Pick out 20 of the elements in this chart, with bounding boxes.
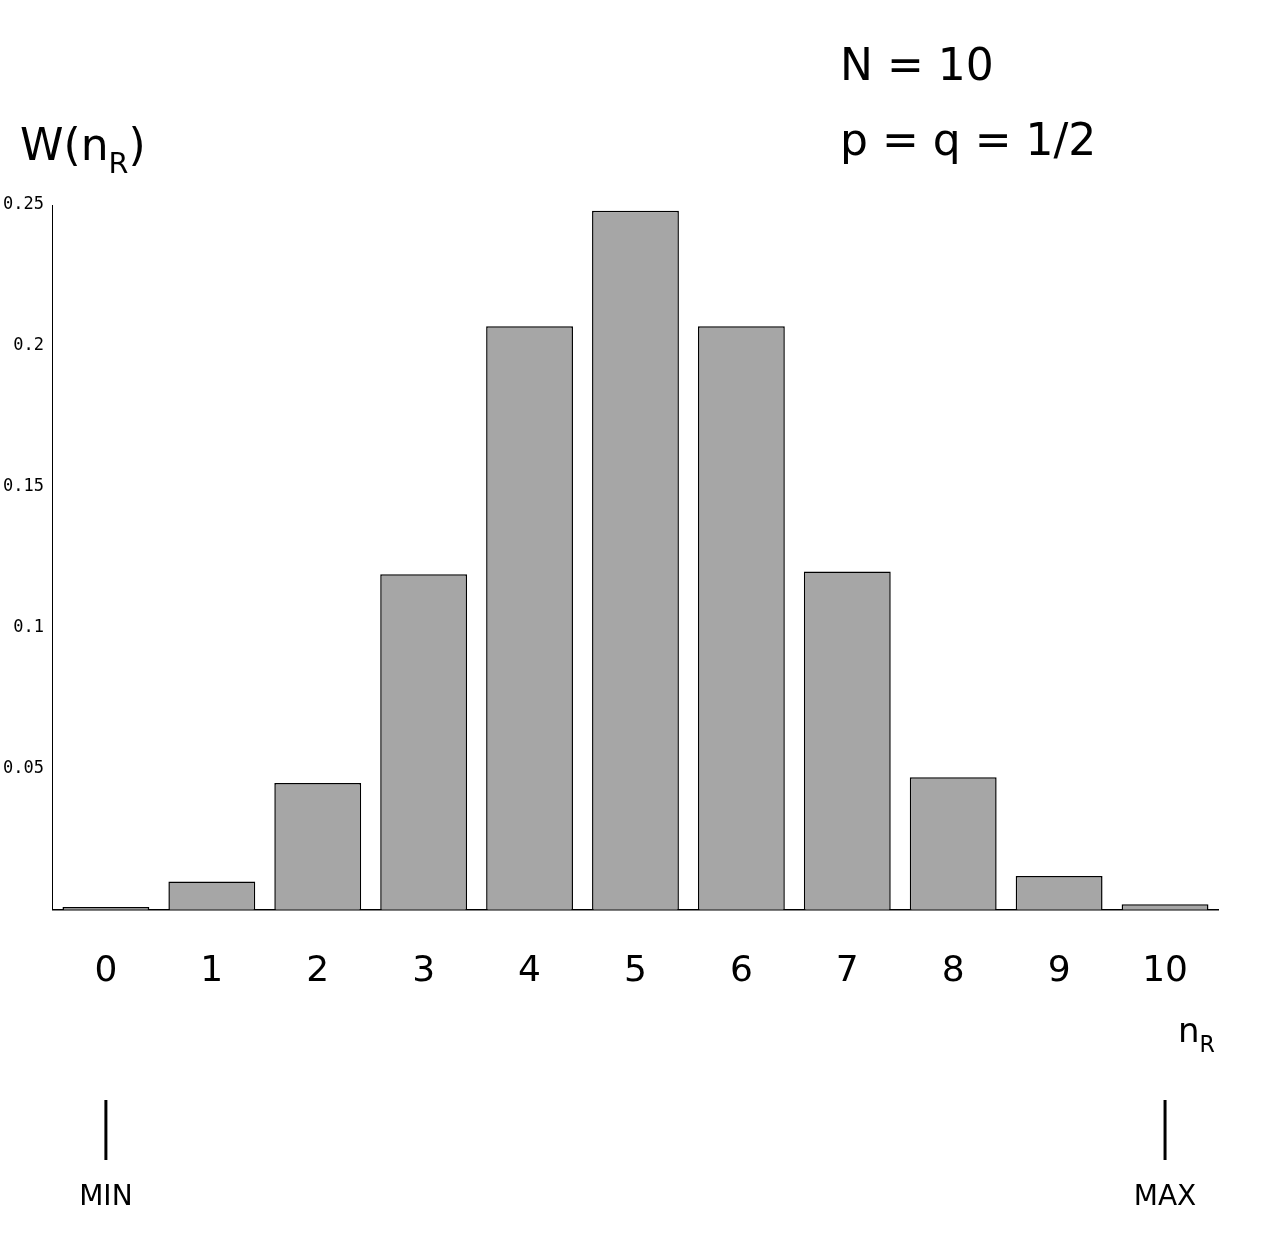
y-tick-label: 0.25 [2,193,44,214]
x-tick-label: 9 [1047,947,1071,989]
y-tick-label: 0.15 [2,475,44,496]
annotation: MAX [1133,1179,1197,1212]
annotation: MIN [79,1179,133,1212]
text: N = 10 [840,39,994,90]
x-tick-label: 4 [518,947,542,989]
x-tick-label: 3 [412,947,436,989]
x-tick-label: 8 [941,947,965,989]
x-tick-label: 7 [835,947,859,989]
x-tick-label: 5 [624,947,647,989]
y-tick-label: 0.1 [13,616,44,637]
x-tick-label: 0 [94,947,118,989]
y-tick-label: 0.2 [13,334,44,355]
y-tick-label: 0.05 [2,757,44,778]
x-tick-label: 6 [729,947,753,989]
x-tick-label: 10 [1142,947,1188,989]
x-tick-label: 2 [306,947,330,989]
x-tick-label: 1 [200,947,224,989]
text: p = q = 1/2 [840,114,1097,165]
